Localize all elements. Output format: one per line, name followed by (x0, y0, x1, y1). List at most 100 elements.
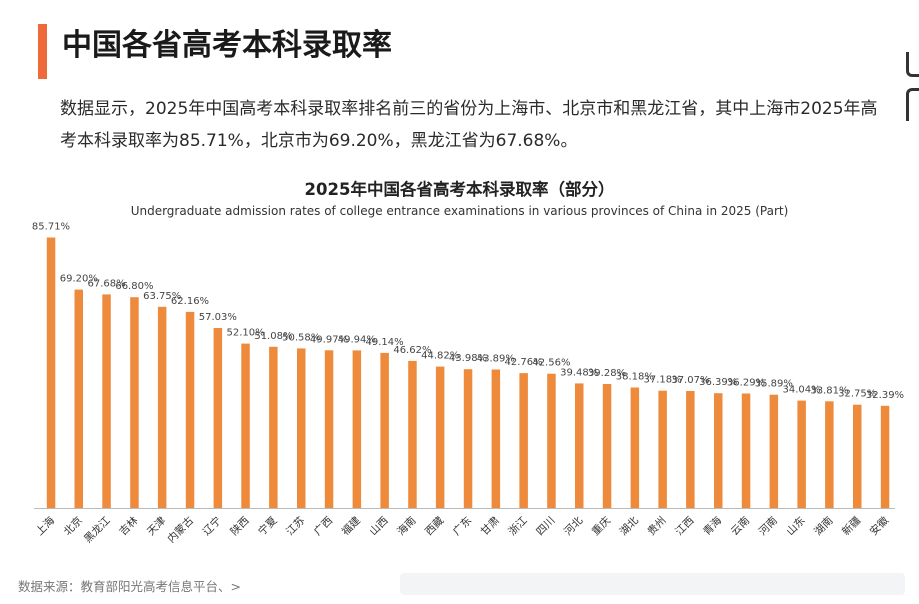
x-tick-青海: 青海 (700, 514, 724, 538)
x-tick-江苏: 江苏 (283, 514, 307, 538)
bar-山西 (380, 352, 389, 508)
x-tick-贵州: 贵州 (645, 514, 669, 538)
data-label-贵州: 37.18% (644, 375, 682, 386)
bar-海南 (408, 360, 417, 508)
x-tick-安徽: 安徽 (867, 514, 891, 538)
data-label-云南: 36.29% (727, 378, 765, 389)
bar-江苏 (297, 348, 306, 508)
footer-strip (400, 573, 905, 595)
data-label-广西: 49.97% (310, 334, 348, 345)
x-tick-新疆: 新疆 (839, 514, 863, 538)
bar-辽宁 (213, 328, 223, 508)
corner-bracket-icon-lower (906, 88, 919, 121)
bar-四川 (547, 373, 556, 508)
data-label-吉林: 66.80% (115, 281, 153, 292)
x-tick-甘肃: 甘肃 (478, 514, 502, 538)
bar-江西 (686, 391, 695, 508)
data-label-山西: 49.14% (366, 337, 404, 348)
data-label-湖南: 33.81% (810, 385, 848, 396)
x-tick-云南: 云南 (728, 514, 752, 538)
data-label-河北: 39.48% (560, 367, 598, 378)
x-tick-福建: 福建 (339, 514, 363, 538)
bar-湖南 (825, 401, 834, 508)
bar-青海 (714, 393, 723, 508)
data-label-江苏: 50.58% (282, 332, 320, 343)
bar-湖北 (630, 387, 640, 508)
data-label-海南: 46.62% (393, 345, 431, 356)
bar-黑龙江 (102, 294, 111, 508)
bar-浙江 (519, 373, 528, 508)
bar-吉林 (130, 297, 139, 508)
x-tick-浙江: 浙江 (506, 514, 530, 538)
x-tick-黑龙江: 黑龙江 (81, 514, 113, 546)
data-label-黑龙江: 67.68% (88, 278, 126, 289)
x-tick-北京: 北京 (61, 514, 85, 538)
chart-title: 2025年中国各省高考本科录取率（部分） (304, 180, 615, 199)
data-label-西藏: 44.82% (421, 351, 459, 362)
bar-河北 (575, 383, 584, 508)
x-tick-江西: 江西 (673, 515, 696, 538)
x-tick-海南: 海南 (394, 514, 418, 538)
corner-bracket-icon (906, 52, 919, 77)
bar-山东 (797, 400, 806, 508)
x-tick-湖南: 湖南 (811, 514, 835, 538)
data-label-宁夏: 51.08% (254, 331, 292, 342)
x-tick-广东: 广东 (450, 514, 474, 538)
bar-内蒙古 (185, 311, 195, 508)
bar-河南 (769, 394, 779, 508)
data-label-河南: 35.89% (755, 379, 793, 390)
bar-新疆 (853, 404, 862, 508)
data-label-天津: 63.75% (143, 291, 181, 302)
bar-福建 (352, 350, 362, 508)
bar-云南 (741, 393, 751, 508)
bar-重庆 (602, 384, 612, 508)
x-tick-河北: 河北 (562, 514, 586, 538)
data-label-陕西: 52.10% (227, 328, 265, 339)
x-tick-吉林: 吉林 (116, 514, 140, 538)
data-label-浙江: 42.76% (505, 357, 543, 368)
x-tick-四川: 四川 (534, 515, 557, 538)
x-tick-湖北: 湖北 (618, 514, 642, 538)
x-tick-河南: 河南 (756, 514, 780, 538)
bar-宁夏 (269, 346, 278, 508)
bar-北京 (74, 289, 83, 508)
x-tick-陕西: 陕西 (228, 514, 252, 538)
data-label-甘肃: 43.89% (477, 354, 515, 365)
bar-陕西 (241, 343, 250, 508)
data-label-四川: 42.56% (532, 358, 570, 369)
bar-天津 (157, 306, 167, 508)
bar-上海 (46, 237, 56, 508)
data-label-北京: 69.20% (60, 274, 98, 285)
title-accent-bar (38, 24, 47, 79)
x-tick-山西: 山西 (367, 515, 390, 538)
data-label-江西: 37.07% (671, 375, 709, 386)
data-label-上海: 85.71% (32, 222, 70, 233)
x-tick-上海: 上海 (33, 514, 57, 538)
bar-安徽 (880, 405, 890, 508)
data-label-福建: 49.94% (338, 334, 376, 345)
data-label-内蒙古: 62.16% (171, 296, 209, 307)
x-tick-山东: 山东 (784, 514, 808, 538)
data-label-安徽: 32.39% (866, 390, 904, 401)
data-label-辽宁: 57.03% (199, 312, 237, 323)
bar-甘肃 (491, 369, 501, 508)
data-label-新疆: 32.75% (838, 389, 876, 400)
data-label-湖北: 38.18% (616, 372, 654, 383)
bar-广东 (463, 369, 473, 508)
x-tick-西藏: 西藏 (423, 514, 447, 538)
bar-贵州 (658, 390, 667, 508)
x-tick-内蒙古: 内蒙古 (165, 514, 196, 545)
x-tick-辽宁: 辽宁 (200, 514, 224, 538)
data-label-广东: 43.98% (449, 353, 487, 364)
bar-广西 (324, 350, 334, 508)
x-tick-重庆: 重庆 (589, 514, 613, 538)
data-label-青海: 36.39% (699, 377, 737, 388)
x-tick-天津: 天津 (145, 514, 169, 538)
data-source-note: 数据来源：教育部阳光高考信息平台、> (18, 579, 241, 594)
summary-text: 数据显示，2025年中国高考本科录取率排名前三的省份为上海市、北京市和黑龙江省，… (60, 99, 878, 151)
chart-subtitle: Undergraduate admission rates of college… (130, 204, 789, 218)
data-label-重庆: 39.28% (588, 368, 626, 379)
x-tick-宁夏: 宁夏 (255, 514, 279, 538)
page-title: 中国各省高考本科录取率 (62, 28, 392, 63)
